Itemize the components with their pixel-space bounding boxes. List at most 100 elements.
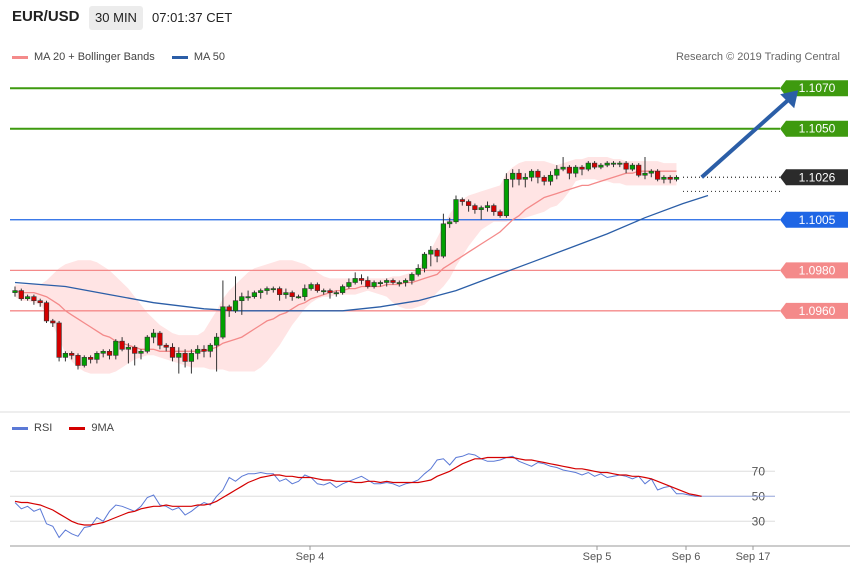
candle-body — [522, 176, 528, 180]
candle-body — [251, 292, 258, 297]
candle-body — [31, 296, 37, 302]
legend-main: MA 20 + Bollinger Bands MA 50 — [12, 51, 225, 63]
candle — [554, 165, 560, 180]
candle — [226, 304, 232, 317]
candle — [478, 205, 484, 220]
candle-body — [491, 205, 497, 212]
candle — [43, 300, 50, 323]
candle — [642, 157, 648, 180]
candle-body — [415, 268, 421, 275]
price-tag — [780, 262, 848, 279]
candle — [270, 286, 276, 293]
candle — [598, 163, 604, 170]
candle-body — [497, 211, 503, 217]
candle — [585, 161, 591, 172]
price-tag-label: 1.1070 — [799, 81, 836, 95]
candle-body — [478, 207, 484, 210]
candle — [264, 286, 270, 295]
candle-body — [465, 201, 472, 206]
rsi-level-label: 30 — [752, 514, 766, 528]
candle-body — [245, 296, 251, 299]
candle-body — [100, 350, 106, 354]
candle — [106, 349, 113, 360]
candle-body — [88, 357, 94, 360]
candle — [81, 355, 87, 368]
legend-item-ma20: MA 20 + Bollinger Bands — [12, 51, 155, 63]
candle-body — [554, 168, 560, 176]
candle-body — [333, 292, 339, 295]
price-tag-label: 1.0960 — [799, 304, 836, 318]
candle-body — [585, 162, 591, 170]
legend-rsi-label: RSI — [34, 422, 53, 434]
timeframe-badge[interactable]: 30 MIN — [89, 6, 143, 30]
candle — [415, 264, 421, 277]
candle — [182, 349, 188, 368]
candle-body — [207, 344, 213, 352]
candle — [308, 282, 314, 291]
candle — [245, 290, 251, 301]
candle — [629, 163, 635, 172]
candle — [56, 320, 62, 362]
price-tag — [780, 302, 848, 319]
candle-body — [528, 170, 535, 178]
ma50-line — [14, 194, 709, 312]
candle-body — [428, 249, 434, 255]
candle — [428, 246, 434, 267]
candle-body — [352, 278, 358, 283]
candle — [113, 339, 119, 360]
legend-ma20-label: MA 20 + Bollinger Bands — [34, 51, 155, 63]
candle-body — [591, 162, 598, 168]
candle-body — [169, 346, 176, 358]
candle-body — [629, 164, 635, 170]
price-tag — [780, 120, 848, 137]
candle — [617, 161, 623, 168]
candle-body — [176, 353, 182, 358]
candle — [12, 286, 18, 297]
candle — [88, 355, 94, 364]
candle — [207, 343, 213, 358]
candle-body — [636, 164, 642, 176]
candle — [535, 169, 541, 184]
candle — [661, 175, 667, 184]
candle-body — [371, 282, 377, 287]
candle-body — [617, 162, 623, 165]
candle-body — [547, 174, 554, 182]
candle-body — [81, 357, 87, 366]
candle-body — [573, 166, 579, 174]
candle — [176, 347, 182, 374]
candle — [440, 213, 447, 259]
candle-body — [232, 300, 239, 312]
candle — [610, 161, 617, 168]
x-tick-label: Sep 5 — [583, 551, 612, 563]
candle-body — [459, 199, 465, 202]
candle-body — [510, 172, 516, 180]
candle — [321, 288, 327, 295]
candle — [157, 331, 163, 350]
candle — [648, 169, 654, 178]
candle — [327, 288, 333, 299]
candle — [579, 165, 585, 176]
candle — [434, 248, 440, 263]
candle-body — [264, 288, 270, 291]
candle — [384, 278, 390, 287]
candle-body — [75, 355, 81, 366]
price-tag — [780, 169, 848, 186]
timestamp: 07:01:37 CET — [152, 10, 233, 25]
candle-body — [195, 348, 201, 354]
candle — [566, 165, 572, 180]
research-credit: Research © 2019 Trading Central — [675, 51, 840, 63]
candle-body — [69, 353, 75, 356]
rsi-9ma-line — [14, 456, 702, 526]
candle-body — [308, 284, 314, 289]
candle-body — [472, 205, 478, 210]
candle-body — [610, 162, 617, 165]
candle — [604, 161, 610, 168]
candle — [289, 290, 295, 301]
candle — [276, 286, 283, 301]
candle — [396, 280, 402, 287]
candle-body — [321, 290, 327, 293]
rsi-line — [14, 453, 702, 539]
candle-body — [283, 292, 289, 295]
candle-body — [201, 348, 207, 352]
